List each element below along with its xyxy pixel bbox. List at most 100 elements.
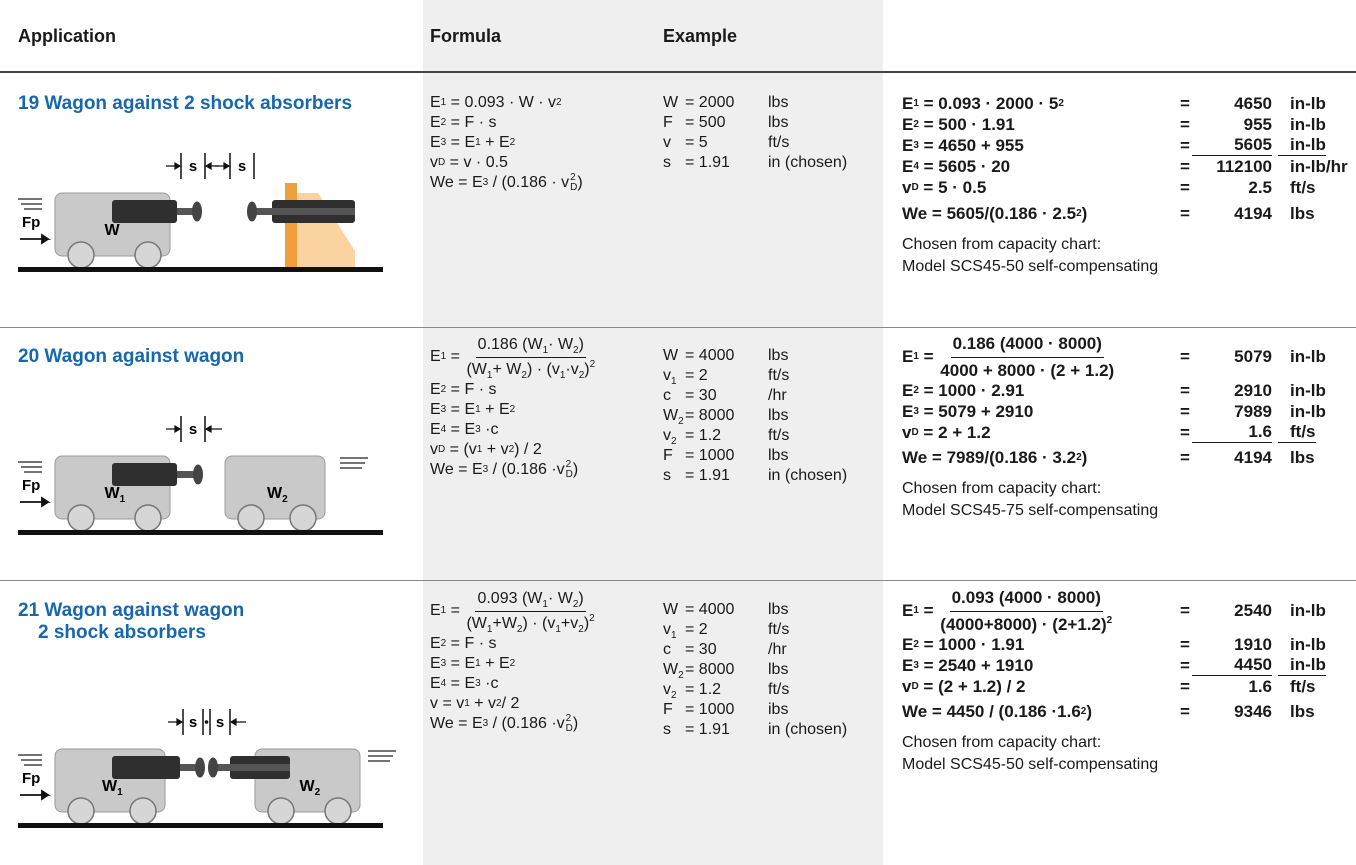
text: ) <box>1086 701 1093 721</box>
denominator: 4000 + 8000 · (2 + 1.2) <box>938 358 1116 381</box>
value: = 1.91 <box>685 721 730 738</box>
piston-head <box>208 757 218 778</box>
symbol: E <box>430 635 441 652</box>
text: We = 4450 / (0.186 · <box>902 701 1058 721</box>
text: We = 5605/(0.186 · <box>902 203 1053 223</box>
example-line: F = 500 lbs <box>663 113 883 133</box>
unit: ft/s <box>768 681 790 698</box>
note-line: Model SCS45-75 self-compensating <box>902 502 1159 519</box>
variable: W <box>663 93 678 113</box>
variable: F <box>663 113 673 133</box>
unit: lbs <box>1290 701 1315 721</box>
result: 4194 <box>1234 447 1272 467</box>
result: 4450 <box>1192 655 1272 676</box>
wheel <box>129 797 157 825</box>
calc-expression: We = 4450 / (0.186 · 1.6 2) <box>902 701 1093 721</box>
result: 5079 <box>1234 347 1272 366</box>
text: We = 7989/(0.186 · <box>902 447 1053 467</box>
symbol: E <box>471 461 483 478</box>
symbol: E <box>430 421 441 438</box>
value: = 500 <box>685 114 726 131</box>
symbol: E <box>430 401 441 418</box>
notes: Chosen from capacity chart: Model SCS45-5… <box>902 732 1347 776</box>
diagram: Fp W1 W2s <box>18 416 383 535</box>
piston-rod <box>252 208 355 215</box>
cylinder <box>112 756 180 779</box>
example-line: v1 = 2 ft/s <box>663 366 883 387</box>
note-line: Model SCS45-50 self-compensating <box>902 756 1159 773</box>
symbol: v <box>556 715 565 732</box>
wagon-label-sub: 1 <box>120 494 126 505</box>
fraction: 0.093 (W1· W2) (W1+W2) · (v1+v2)2 <box>464 590 596 635</box>
example-line: s = 1.91 in (chosen) <box>663 153 883 173</box>
text: W <box>663 347 679 364</box>
symbol: v <box>547 614 556 632</box>
text: ) · ( <box>526 360 552 378</box>
result: 9346 <box>1234 701 1272 721</box>
header-example: Example <box>663 26 738 46</box>
symbol: E <box>498 401 510 418</box>
example-column: W = 4000 lbs v1 = 2 ft/s c = 30/hr W2 = 8000 lbs v2… <box>663 600 883 740</box>
numerator: 0.093 (4000 · 8000) <box>949 588 1103 612</box>
unit: lbs <box>1290 203 1315 223</box>
wagon-label-base: W <box>105 222 121 239</box>
superscript: 2 <box>589 358 596 370</box>
text: / (0.186 · <box>488 461 557 478</box>
unit: in-lb <box>1290 380 1326 400</box>
wagon-label-base: W <box>105 485 121 502</box>
variable: v2 <box>663 680 677 701</box>
value: = 1.2 <box>685 427 722 444</box>
wagon-label: W <box>105 222 121 239</box>
symbol: E <box>902 156 914 176</box>
symbol: W <box>471 360 487 378</box>
value: = 8000 <box>685 407 735 424</box>
symbol: E <box>902 634 914 654</box>
equals: = <box>1180 676 1190 696</box>
equals: = <box>1180 177 1190 197</box>
text: ) <box>572 715 579 732</box>
text: F <box>663 701 673 718</box>
variable: s <box>663 153 671 173</box>
gap-arrow <box>215 161 232 171</box>
unit: lbs <box>1290 447 1315 467</box>
note-line: Model SCS45-50 self-compensating <box>902 258 1159 275</box>
notes: Chosen from capacity chart: Model SCS45-5… <box>902 234 1347 278</box>
unit: ft/s <box>1278 422 1316 443</box>
text: / (0.186 · <box>488 174 562 191</box>
variable: W2 <box>663 660 684 681</box>
text: + <box>480 134 499 151</box>
value: = 8000 <box>685 661 735 678</box>
text: = F · s <box>446 635 497 652</box>
symbol: E <box>464 401 476 418</box>
application-title: 21 Wagon against wagon 2 shock absorbers <box>18 600 244 644</box>
text: = F · s <box>446 381 497 398</box>
unit: in-lb <box>1278 135 1326 156</box>
text: + <box>480 401 499 418</box>
unit: in-lb <box>1290 634 1326 654</box>
example-line: v = 5 ft/s <box>663 133 883 153</box>
symbol: E <box>471 715 483 732</box>
text: = 4650 + 955 <box>918 135 1024 155</box>
gap-label: s <box>189 158 197 175</box>
unit: lbs <box>768 447 789 464</box>
subscript: 1 <box>559 369 566 381</box>
numerator: 0.093 (W1· W2) <box>475 590 586 612</box>
text: + <box>480 655 499 672</box>
subscript: 2 <box>578 369 585 381</box>
equals: = <box>1180 347 1190 366</box>
